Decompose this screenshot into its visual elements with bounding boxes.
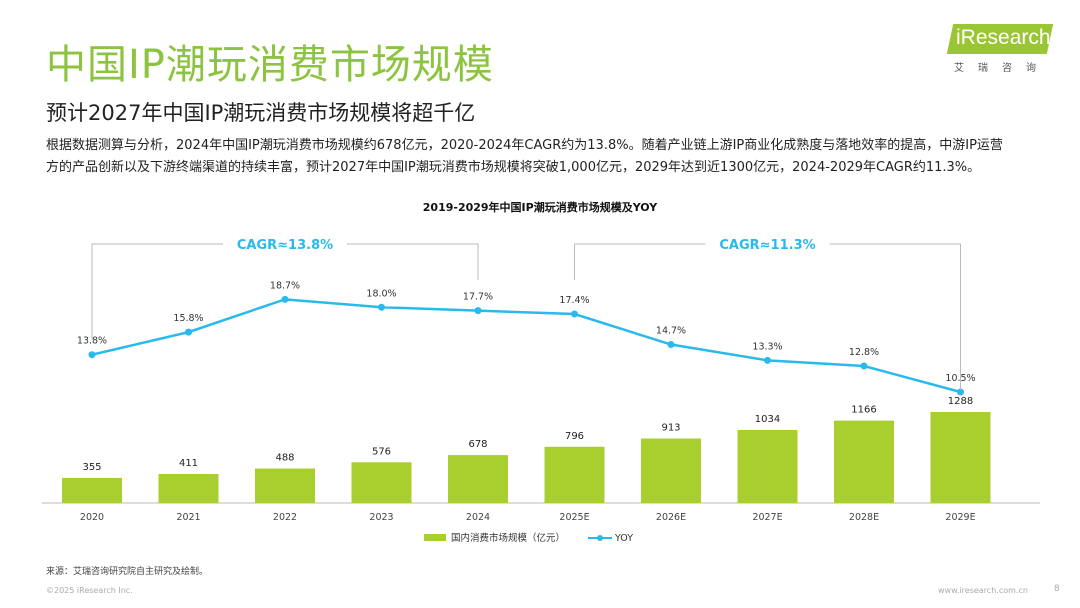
chart-title: 2019-2029年中国IP潮玩消费市场规模及YOY xyxy=(422,201,658,214)
x-tick-label: 2020 xyxy=(80,512,104,523)
page-number: 8 xyxy=(1054,584,1060,594)
bar-value-label: 913 xyxy=(661,422,680,433)
legend-label-bar: 国内消费市场规模（亿元） xyxy=(451,532,565,544)
yoy-point xyxy=(281,295,289,303)
bar-value-label: 411 xyxy=(179,458,198,469)
legend-swatch-bar xyxy=(424,534,446,541)
bar-value-label: 1288 xyxy=(948,396,973,407)
yoy-value-label: 17.7% xyxy=(463,292,493,303)
bar-value-label: 1034 xyxy=(755,414,780,425)
x-tick-label: 2022 xyxy=(273,512,297,523)
yoy-point xyxy=(667,341,675,349)
yoy-point xyxy=(957,388,964,396)
x-tick-label: 2021 xyxy=(176,512,200,523)
yoy-line xyxy=(91,298,961,394)
bar-value-label: 488 xyxy=(275,453,294,464)
bar-value-label: 576 xyxy=(372,446,391,457)
market-size-chart: 355 2020 411 2021 488 2022 576 2023 678 2024 796 20… xyxy=(42,238,1040,544)
yoy-point xyxy=(378,303,385,311)
yoy-point xyxy=(860,362,868,370)
cagr-bracket-right xyxy=(829,243,961,390)
bar xyxy=(930,412,991,503)
yoy-point xyxy=(571,310,578,318)
bar xyxy=(158,473,219,503)
cagr-bracket-left xyxy=(574,243,706,280)
yoy-point xyxy=(474,307,482,315)
bar xyxy=(737,429,798,503)
cagr-label: CAGR≈13.8% xyxy=(237,238,333,253)
bar-value-label: 796 xyxy=(565,431,584,442)
bar xyxy=(62,477,122,503)
yoy-value-label: 18.0% xyxy=(366,288,396,299)
iresearch-logo: iResearch 艾瑞咨询 xyxy=(946,24,1054,74)
bar-value-label: 1166 xyxy=(851,405,876,416)
x-tick-label: 2025E xyxy=(559,512,589,523)
summary-line: 方的产品创新以及下游终端渠道的持续丰富，预计2027年中国IP潮玩消费市场规模将… xyxy=(46,160,981,175)
yoy-value-label: 13.8% xyxy=(77,336,107,347)
legend-marker-line xyxy=(597,535,603,541)
page-subtitle: 预计2027年中国IP潮玩消费市场规模将超千亿 xyxy=(46,101,476,125)
x-tick-label: 2029E xyxy=(945,512,975,523)
bar xyxy=(351,462,412,503)
bar-value-label: 678 xyxy=(468,439,487,450)
summary-text: 根据数据测算与分析，2024年中国IP潮玩消费市场规模约678亿元，2020-2… xyxy=(46,135,1041,179)
bar xyxy=(641,438,701,503)
bar xyxy=(834,420,894,503)
yoy-value-label: 17.4% xyxy=(559,295,589,306)
yoy-value-label: 18.7% xyxy=(270,280,300,291)
x-tick-label: 2027E xyxy=(752,512,782,523)
copyright: ©2025 iResearch Inc. xyxy=(46,586,133,595)
bar-value-label: 355 xyxy=(82,462,101,473)
bar xyxy=(448,455,508,503)
x-tick-label: 2028E xyxy=(849,512,879,523)
bar xyxy=(544,446,605,503)
cagr-bracket-right xyxy=(347,243,479,280)
yoy-value-label: 15.8% xyxy=(173,313,203,324)
legend-label-line: YOY xyxy=(614,533,633,544)
source-note: 来源：艾瑞咨询研究院自主研究及绘制。 xyxy=(46,567,209,577)
yoy-point xyxy=(88,351,96,359)
x-tick-label: 2026E xyxy=(656,512,686,523)
bar xyxy=(255,468,315,503)
x-tick-label: 2024 xyxy=(466,512,490,523)
yoy-value-label: 12.8% xyxy=(849,347,879,358)
x-tick-label: 2023 xyxy=(369,512,393,523)
cagr-bracket-left xyxy=(91,243,223,340)
logo-text: iResearch xyxy=(956,26,1051,49)
logo-subtext: 艾瑞咨询 xyxy=(954,63,1050,74)
website-url: www.iresearch.com.cn xyxy=(938,586,1028,595)
yoy-value-label: 14.7% xyxy=(656,326,686,337)
page-title: 中国IP潮玩消费市场规模 xyxy=(46,42,494,88)
summary-line: 根据数据测算与分析，2024年中国IP潮玩消费市场规模约678亿元，2020-2… xyxy=(46,138,1003,153)
cagr-label: CAGR≈11.3% xyxy=(719,238,815,253)
yoy-value-label: 13.3% xyxy=(752,341,782,352)
yoy-point xyxy=(185,328,192,336)
yoy-point xyxy=(764,356,771,364)
